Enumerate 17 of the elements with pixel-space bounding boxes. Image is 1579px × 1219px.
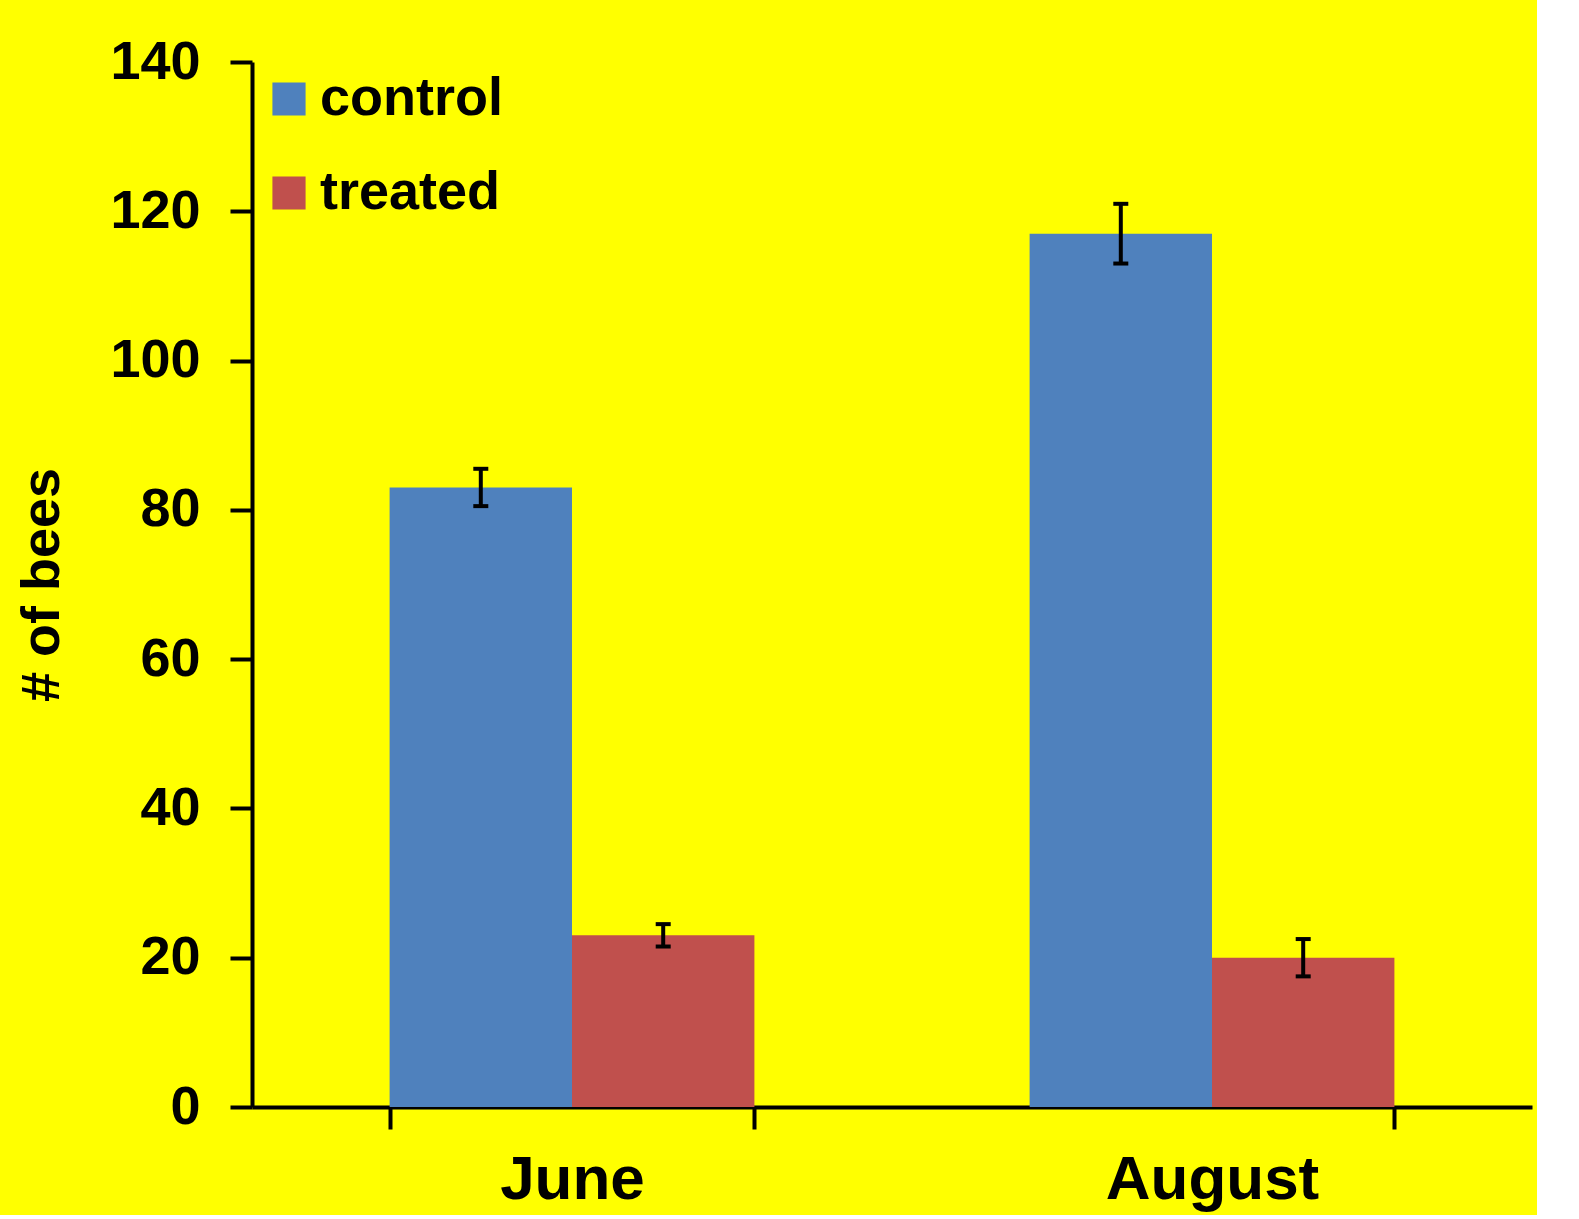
x-tick-label: August: [1105, 1142, 1320, 1212]
y-tick-label: 40: [140, 775, 201, 836]
bar: [1212, 957, 1395, 1107]
legend-label: control: [320, 66, 503, 126]
y-tick-label: 120: [110, 178, 201, 239]
y-tick-label: 0: [170, 1074, 201, 1135]
y-tick-label: 100: [110, 328, 201, 389]
x-tick-label: June: [500, 1142, 645, 1212]
bar: [572, 935, 755, 1107]
y-axis-title: # of bees: [10, 467, 71, 703]
y-tick-label: 140: [110, 29, 201, 90]
legend-label: treated: [320, 160, 501, 220]
bar: [1029, 233, 1212, 1107]
bar: [389, 487, 572, 1107]
y-tick-label: 80: [140, 477, 201, 538]
y-tick-label: 20: [140, 925, 201, 986]
y-tick-label: 60: [140, 626, 201, 687]
